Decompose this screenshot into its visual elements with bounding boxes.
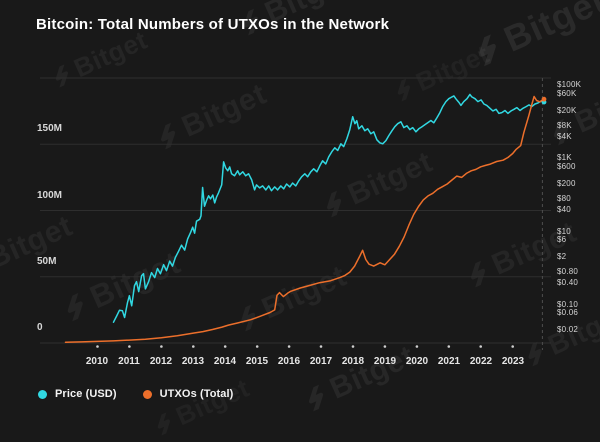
x-tick-dot	[351, 345, 355, 348]
x-axis-label: 2018	[341, 356, 365, 367]
y-axis-label-right: $6	[557, 235, 567, 244]
chart-plot-area	[40, 77, 551, 350]
x-tick-dot	[447, 345, 451, 348]
utxos-series-dot-icon	[142, 389, 152, 399]
y-axis-label-right: $0.40	[557, 278, 579, 287]
utxos-line	[64, 95, 545, 344]
x-axis-label: 2016	[277, 356, 301, 367]
legend: Price (USD) UTXOs (Total)	[38, 388, 233, 400]
legend-label-price: Price (USD)	[55, 388, 117, 400]
x-tick-dot	[511, 345, 514, 348]
y-axis-label-left: 100M	[37, 190, 63, 201]
y-axis-label-left: 50M	[37, 256, 57, 267]
x-tick-dot	[96, 345, 99, 348]
y-axis-label-right: $100K	[557, 80, 582, 89]
x-axis-label: 2010	[85, 356, 109, 367]
x-tick-dot	[223, 345, 227, 348]
x-tick-dot	[192, 345, 195, 348]
y-axis-label-right: $0.80	[557, 267, 579, 276]
x-tick-dot	[255, 345, 259, 348]
x-tick-dot	[160, 345, 163, 348]
y-axis-label-left: 0	[37, 322, 43, 333]
y-axis-label-right: $10	[557, 227, 571, 236]
y-axis-label-right: $40	[557, 205, 571, 214]
chart-page: { "title": "Bitcoin: Total Numbers of UT…	[0, 0, 600, 412]
y-axis-label-right: $200	[557, 179, 576, 188]
x-axis-label: 2015	[245, 356, 269, 367]
y-axis-label-right: $4K	[557, 132, 572, 141]
x-axis-label: 2020	[405, 356, 429, 367]
x-tick-dot	[128, 345, 131, 348]
y-axis-label-right: $600	[557, 162, 576, 171]
x-axis-label: 2013	[181, 356, 205, 367]
x-axis-label: 2023	[501, 356, 525, 367]
x-axis-label: 2011	[118, 356, 140, 367]
x-tick-dot	[287, 345, 291, 348]
x-axis-label: 2019	[373, 356, 397, 367]
y-axis-label-right: $0.02	[557, 325, 579, 334]
y-axis-label-right: $2	[557, 252, 567, 261]
legend-item-price[interactable]: Price (USD)	[38, 388, 117, 400]
x-tick-dot	[383, 345, 387, 348]
y-axis-label-right: $80	[557, 194, 571, 203]
legend-item-utxos[interactable]: UTXOs (Total)	[142, 388, 234, 400]
price-line	[112, 93, 545, 323]
y-axis-label-right: $20K	[557, 106, 577, 115]
x-tick-dot	[415, 345, 419, 348]
y-axis-label-right: $0.10	[557, 300, 579, 309]
y-axis-label-right: $60K	[557, 89, 577, 98]
y-axis-label-left: 150M	[37, 123, 63, 134]
x-axis-label: 2014	[213, 356, 237, 367]
y-axis-label-right: $0.06	[557, 308, 579, 317]
legend-label-utxos: UTXOs (Total)	[159, 388, 234, 400]
y-axis-label-right: $1K	[557, 153, 572, 162]
y-axis-label-right: $8K	[557, 121, 572, 130]
x-axis-label: 2012	[149, 356, 173, 367]
x-axis-label: 2022	[469, 356, 493, 367]
page-title: Bitcoin: Total Numbers of UTXOs in the N…	[36, 16, 390, 33]
x-tick-dot	[479, 345, 483, 348]
x-axis-label: 2021	[437, 356, 461, 367]
utxos-end-dot	[541, 96, 547, 102]
x-axis-label: 2017	[309, 356, 333, 367]
price-series-dot-icon	[38, 389, 47, 399]
x-tick-dot	[319, 345, 323, 348]
